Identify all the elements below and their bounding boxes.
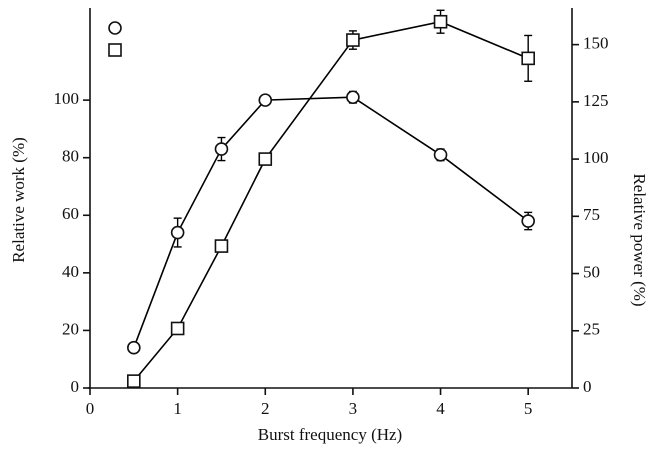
legend-marker <box>108 43 122 57</box>
y-axis-label: Relative work (%) <box>9 137 28 263</box>
y2-tick-label: 0 <box>583 377 592 396</box>
marker <box>433 14 448 29</box>
marker <box>433 148 448 162</box>
series-line <box>133 20 529 382</box>
y2-tick-label: 50 <box>583 262 600 281</box>
marker <box>214 142 229 156</box>
y2-tick-label: 125 <box>583 91 609 110</box>
marker <box>170 225 185 240</box>
x-tick-label: 0 <box>86 399 95 418</box>
marker <box>258 93 273 107</box>
y2-axis-label: Relative power (%) <box>630 173 649 306</box>
marker <box>521 51 535 66</box>
y2-tick-label: 150 <box>583 34 609 53</box>
y2-tick-label: 75 <box>583 205 600 224</box>
x-tick-label: 2 <box>261 399 270 418</box>
series-line <box>133 96 529 348</box>
y2-tick-label: 25 <box>583 320 600 339</box>
y2-tick-label: 100 <box>583 148 609 167</box>
x-tick-label: 5 <box>524 399 533 418</box>
y-tick-label: 40 <box>62 262 79 281</box>
x-tick-label: 1 <box>173 399 182 418</box>
marker <box>127 340 141 355</box>
marker <box>346 90 360 105</box>
y-tick-label: 80 <box>62 147 79 166</box>
marker <box>127 374 141 388</box>
y-tick-label: 100 <box>54 89 80 108</box>
y-tick-label: 60 <box>62 204 79 223</box>
y-tick-label: 20 <box>62 319 79 338</box>
legend-marker <box>108 21 122 35</box>
x-axis-label: Burst frequency (Hz) <box>258 425 402 444</box>
marker <box>258 152 273 166</box>
marker <box>170 321 185 336</box>
x-tick-label: 4 <box>436 399 445 418</box>
x-tick-label: 3 <box>349 399 358 418</box>
y-tick-label: 0 <box>71 377 80 396</box>
marker <box>346 33 360 47</box>
marker <box>214 239 229 253</box>
marker <box>521 214 535 228</box>
